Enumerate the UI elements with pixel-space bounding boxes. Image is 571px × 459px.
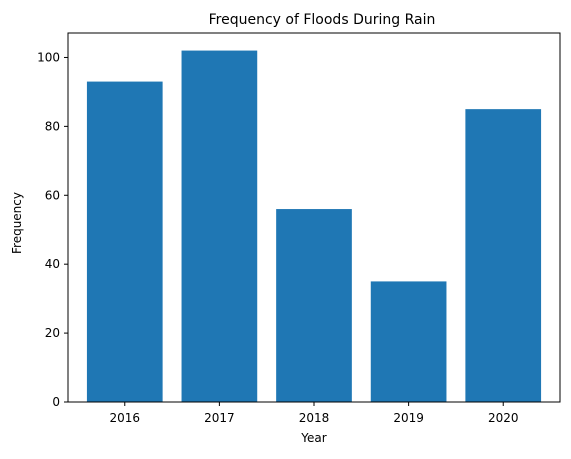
y-tick-label: 20 (45, 326, 60, 340)
x-tick-label: 2018 (299, 411, 330, 425)
bar-2020 (465, 109, 542, 403)
y-tick-label: 40 (45, 257, 60, 271)
x-axis-label: Year (300, 431, 326, 445)
bar-2018 (276, 209, 352, 402)
y-axis-label: Frequency (10, 192, 24, 254)
x-axis: 2016 2017 2018 2019 2020 (109, 402, 519, 425)
plot-frame (67, 32, 561, 403)
x-tick-label: 2020 (488, 411, 519, 425)
chart-title: Frequency of Floods During Rain (209, 12, 436, 28)
x-tick-label: 2017 (204, 411, 235, 425)
bar-2019 (370, 281, 447, 402)
bar-2016 (86, 81, 163, 402)
y-tick-label: 0 (52, 395, 60, 409)
x-tick-label: 2016 (109, 411, 140, 425)
bars-group (86, 50, 542, 403)
y-tick-label: 100 (37, 50, 60, 64)
x-tick-label: 2019 (393, 411, 424, 425)
y-axis: 0 20 40 60 80 100 (37, 50, 68, 409)
y-tick-label: 80 (45, 119, 60, 133)
y-tick-label: 60 (45, 188, 60, 202)
bar-2017 (181, 50, 258, 402)
